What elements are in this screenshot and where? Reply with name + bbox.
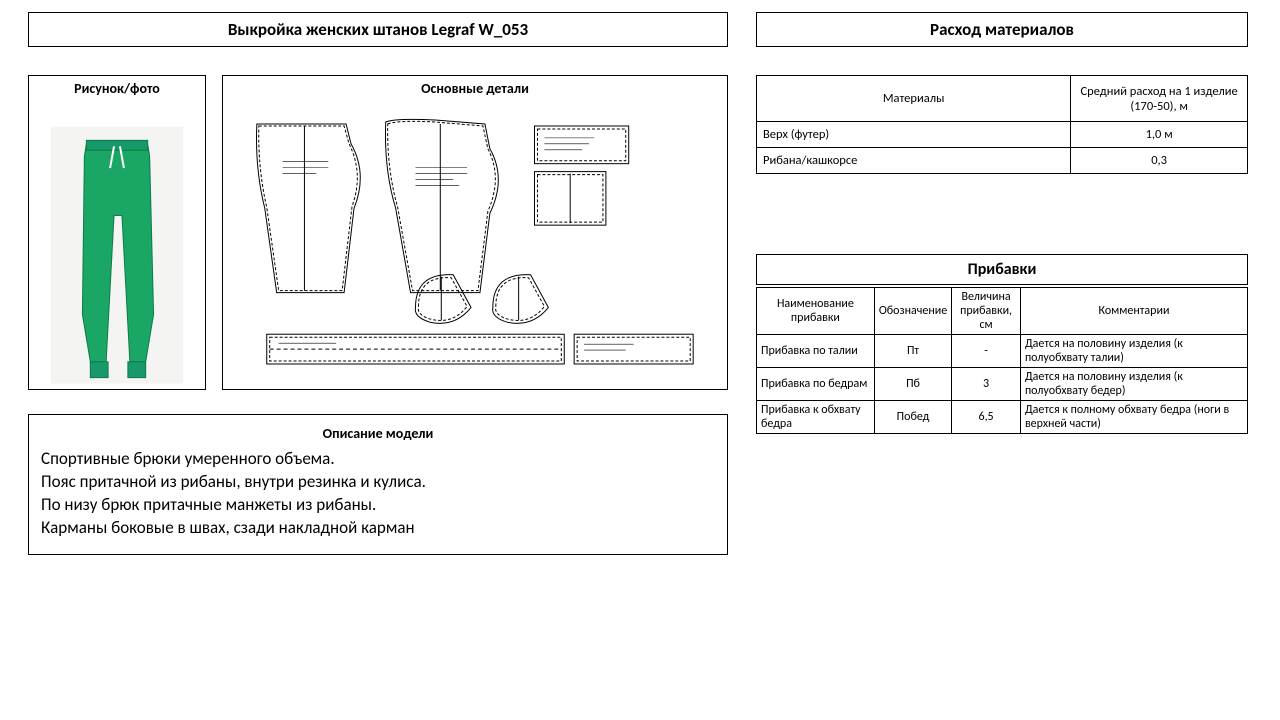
pribavki-table: Наименование прибавки Обозначение Величи… xyxy=(756,287,1248,434)
materials-r1-value: 0,3 xyxy=(1071,148,1248,174)
pribavki-r1-sym: Пб xyxy=(874,368,951,401)
description-box: Описание модели Спортивные брюки умеренн… xyxy=(28,414,728,555)
pribavki-title: Прибавки xyxy=(756,254,1248,285)
description-line4: Карманы боковые в швах, сзади накладной … xyxy=(41,517,715,540)
pribavki-r2-comment: Дается к полному обхвату бедра (ноги в в… xyxy=(1020,401,1247,434)
table-row: Прибавка по талии Пт - Дается на половин… xyxy=(757,335,1248,368)
pribavki-col1: Наименование прибавки xyxy=(757,288,875,335)
materials-col2: Средний расход на 1 изделие (170-50), м xyxy=(1071,76,1248,122)
description-line1: Спортивные брюки умеренного объема. xyxy=(41,448,715,471)
photo-label: Рисунок/фото xyxy=(29,76,205,101)
table-row: Материалы Средний расход на 1 изделие (1… xyxy=(757,76,1248,122)
pribavki-r0-sym: Пт xyxy=(874,335,951,368)
pribavki-r0-name: Прибавка по талии xyxy=(757,335,875,368)
description-line2: Пояс притачной из рибаны, внутри резинка… xyxy=(41,471,715,494)
materials-r0-value: 1,0 м xyxy=(1071,122,1248,148)
pribavki-r1-name: Прибавка по бедрам xyxy=(757,368,875,401)
body-row: Рисунок/фото Основные детали xyxy=(28,75,1252,555)
left-title: Выкройка женских штанов Legraf W_053 xyxy=(28,12,728,47)
pants-illustration xyxy=(29,101,205,414)
table-row: Прибавка к обхвату бедра Побед 6,5 Даетс… xyxy=(757,401,1248,434)
description-label: Описание модели xyxy=(41,421,715,446)
materials-r0-name: Верх (футер) xyxy=(757,122,1071,148)
description-line3: По низу брюк притачные манжеты из рибаны… xyxy=(41,494,715,517)
pribavki-r0-val: - xyxy=(952,335,1021,368)
details-box: Основные детали xyxy=(222,75,728,390)
pribavki-col2: Обозначение xyxy=(874,288,951,335)
materials-r1-name: Рибана/кашкорсе xyxy=(757,148,1071,174)
photo-box: Рисунок/фото xyxy=(28,75,206,390)
pribavki-r0-comment: Дается на половину изделия (к полуобхват… xyxy=(1020,335,1247,368)
table-row: Рибана/кашкорсе 0,3 xyxy=(757,148,1248,174)
pribavki-r2-val: 6,5 xyxy=(952,401,1021,434)
pribavki-r1-comment: Дается на половину изделия (к полуобхват… xyxy=(1020,368,1247,401)
right-title: Расход материалов xyxy=(756,12,1248,47)
materials-col1: Материалы xyxy=(757,76,1071,122)
table-row: Верх (футер) 1,0 м xyxy=(757,122,1248,148)
pribavki-r2-sym: Побед xyxy=(874,401,951,434)
materials-table: Материалы Средний расход на 1 изделие (1… xyxy=(756,75,1248,174)
pribavki-col3: Величина прибавки, см xyxy=(952,288,1021,335)
pattern-pieces xyxy=(237,107,713,379)
table-row: Прибавка по бедрам Пб 3 Дается на полови… xyxy=(757,368,1248,401)
pribavki-col4: Комментарии xyxy=(1020,288,1247,335)
pribavki-r2-name: Прибавка к обхвату бедра xyxy=(757,401,875,434)
table-row: Наименование прибавки Обозначение Величи… xyxy=(757,288,1248,335)
details-label: Основные детали xyxy=(223,76,727,101)
pribavki-r1-val: 3 xyxy=(952,368,1021,401)
header-row: Выкройка женских штанов Legraf W_053 Рас… xyxy=(28,12,1252,75)
